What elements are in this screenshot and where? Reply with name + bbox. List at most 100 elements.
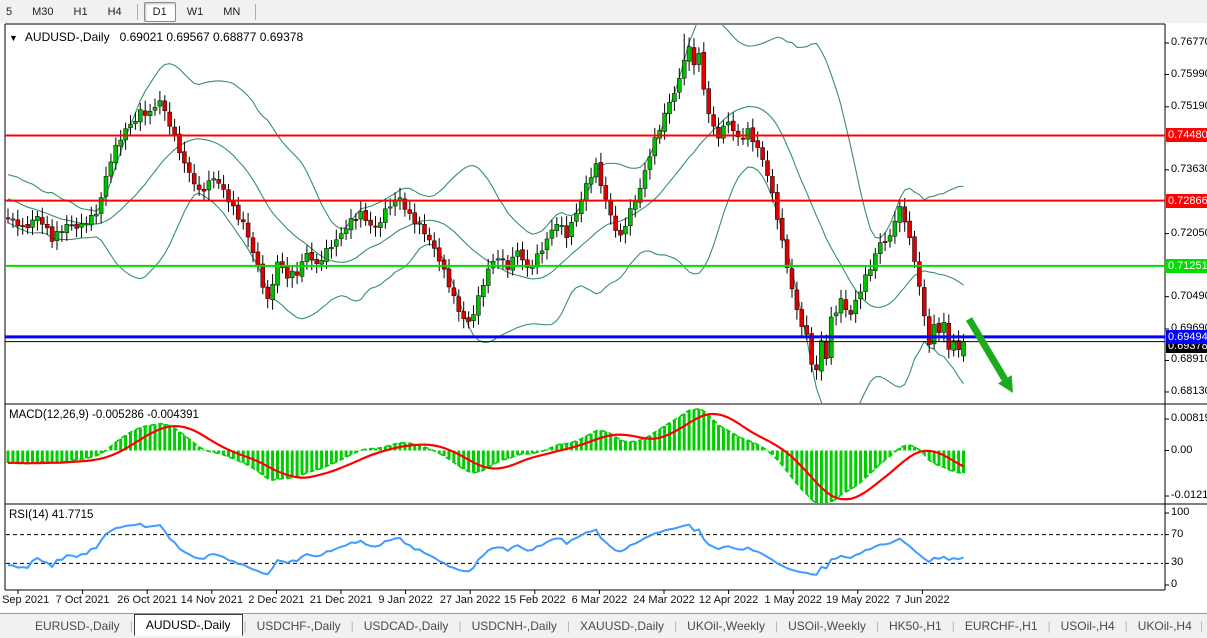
candle-down [809, 333, 814, 365]
price-axis-label: 0.68130 [1171, 384, 1207, 397]
symbol-tab-usdcnh[interactable]: USDCNH-,Daily [471, 619, 557, 633]
symbol-tab-ukoil[interactable]: UKOil-,H4 [1137, 619, 1192, 633]
macd-histogram-bar [266, 450, 270, 479]
price-chart-svg[interactable] [0, 23, 1207, 613]
candle-down [172, 126, 177, 135]
date-label: 27 Jan 2022 [439, 594, 501, 606]
candle-up [667, 102, 672, 114]
symbol-tab-hk50[interactable]: HK50-,H1 [889, 619, 942, 633]
candle-down [814, 364, 819, 371]
macd-histogram-bar [707, 415, 711, 451]
tf-button-m30[interactable]: M30 [32, 5, 54, 18]
down-arrow-annotation[interactable] [965, 317, 1008, 382]
macd-histogram-bar [736, 436, 740, 451]
candle-up [93, 213, 99, 217]
macd-histogram-bar [864, 450, 867, 478]
macd-histogram-bar [957, 450, 961, 473]
macd-histogram-bar [50, 450, 54, 463]
candle-down [15, 219, 21, 227]
macd-histogram-bar [447, 450, 451, 460]
candle-down [231, 200, 236, 207]
macd-histogram-bar [339, 450, 343, 460]
candle-up [304, 253, 310, 262]
macd-values: -0.005286 -0.004391 [92, 409, 199, 421]
macd-histogram-bar [687, 410, 691, 451]
macd-histogram-bar [903, 445, 907, 451]
candle-up [662, 112, 667, 132]
date-label: 15 Feb 2022 [503, 594, 566, 606]
symbol-tab-xauusd[interactable]: XAUUSD-,Daily [580, 619, 665, 633]
symbol-tab-eurchf[interactable]: EURCHF-,H1 [964, 619, 1038, 633]
symbol-tab-usoil[interactable]: USOil-,Weekly [788, 619, 866, 633]
macd-histogram-bar [202, 449, 206, 451]
macd-histogram-bar [280, 450, 284, 479]
candle-down [44, 224, 50, 229]
candle-up [863, 274, 868, 292]
candle-up [515, 250, 520, 257]
macd-histogram-bar [437, 450, 441, 454]
tab-separator: | [1047, 619, 1051, 633]
price-axis-label: 0.72050 [1171, 226, 1207, 239]
macd-histogram-bar [6, 450, 10, 464]
symbol-tab-usdchf[interactable]: USDCHF-,Daily [256, 619, 341, 633]
tf-button-5[interactable]: 5 [6, 5, 13, 18]
candle-up [103, 176, 109, 197]
candle-up [726, 121, 731, 126]
candle-down [427, 234, 432, 241]
macd-histogram-bar [467, 450, 471, 472]
macd-histogram-bar [378, 447, 382, 451]
candle-up [574, 213, 579, 222]
candle-down [618, 229, 623, 236]
macd-histogram-bar [506, 450, 510, 459]
tf-button-h1[interactable]: H1 [73, 5, 88, 18]
candle-up [35, 216, 40, 222]
candle-down [407, 209, 413, 214]
candle-down [142, 110, 148, 116]
candle-down [182, 151, 187, 164]
symbol-tab-audusd[interactable]: AUDUSD-,Daily [133, 614, 243, 636]
chart-area[interactable]: ▼ AUDUSD-,Daily 0.69021 0.69567 0.68877 0.… [0, 23, 1207, 613]
symbol-tab-eurusd[interactable]: EURUSD-,Daily [35, 619, 120, 633]
tf-button-d1[interactable]: D1 [143, 1, 176, 22]
macd-histogram-bar [712, 419, 716, 451]
candle-down [902, 206, 907, 223]
symbol-tab-usdcad[interactable]: USDCAD-,Daily [363, 619, 449, 633]
candle-down [250, 237, 256, 253]
macd-histogram-bar [231, 450, 235, 459]
macd-histogram-bar [212, 450, 216, 453]
tf-button-mn[interactable]: MN [223, 5, 241, 18]
candle-down [417, 222, 422, 225]
candle-down [701, 51, 707, 90]
candle-down [770, 176, 775, 194]
candle-up [549, 229, 555, 239]
tab-separator: | [129, 619, 133, 633]
candle-up [10, 218, 16, 221]
symbol-tab-usoil[interactable]: USOil-,H4 [1060, 619, 1115, 633]
macd-histogram-bar [109, 446, 113, 451]
candle-down [824, 340, 829, 359]
date-label: 14 Nov 2021 [180, 594, 243, 606]
macd-histogram-bar [124, 435, 128, 451]
candle-down [461, 311, 466, 319]
candle-down [216, 179, 221, 184]
candle-up [510, 256, 515, 271]
macd-histogram-bar [70, 450, 74, 461]
tf-button-h4[interactable]: H4 [107, 5, 122, 18]
price-axis-label: 0.76770 [1171, 36, 1207, 48]
candle-up [559, 225, 564, 227]
candle-down [882, 241, 888, 243]
symbol-tab-ukoil[interactable]: UKOil-,Weekly [687, 619, 765, 633]
chart-dropdown-icon[interactable]: ▼ [9, 33, 18, 43]
macd-line [7, 407, 964, 503]
candle-down [525, 259, 530, 268]
macd-histogram-bar [163, 424, 167, 451]
candle-up [118, 139, 123, 147]
macd-histogram-bar [565, 443, 569, 451]
candle-down [608, 199, 613, 216]
candle-up [745, 128, 751, 140]
macd-histogram-bar [31, 450, 34, 464]
candle-down [956, 340, 961, 350]
candle-up [289, 270, 295, 278]
candle-up [628, 208, 633, 227]
tf-button-w1[interactable]: W1 [186, 5, 204, 18]
